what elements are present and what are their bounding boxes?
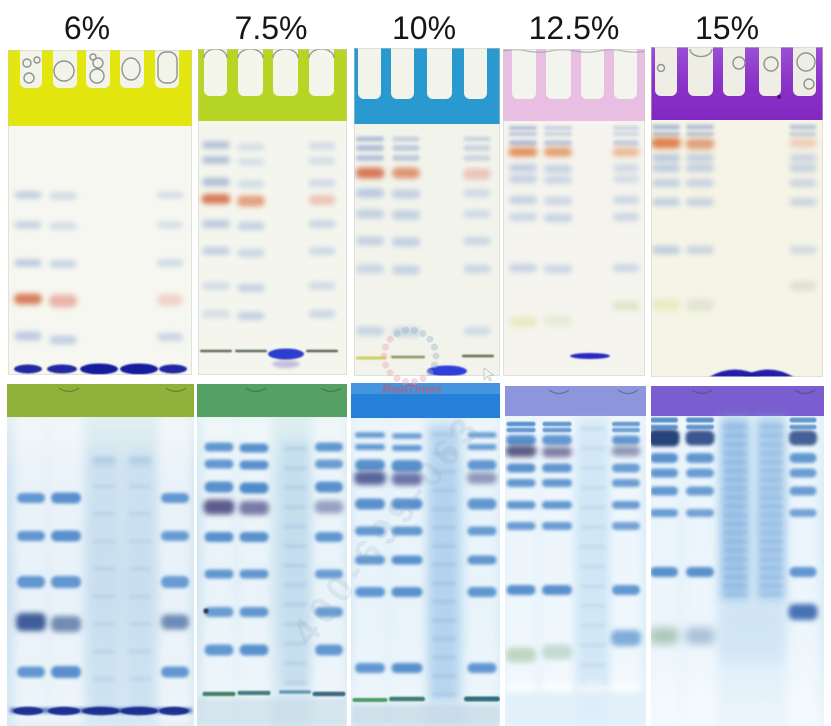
svg-text:15%: 15% [695, 10, 759, 46]
svg-text:12.5%: 12.5% [529, 10, 620, 46]
svg-text:RealTimes: RealTimes [382, 382, 442, 396]
svg-text:7.5%: 7.5% [235, 10, 308, 46]
svg-text:6%: 6% [64, 10, 110, 46]
svg-text:10%: 10% [392, 10, 456, 46]
